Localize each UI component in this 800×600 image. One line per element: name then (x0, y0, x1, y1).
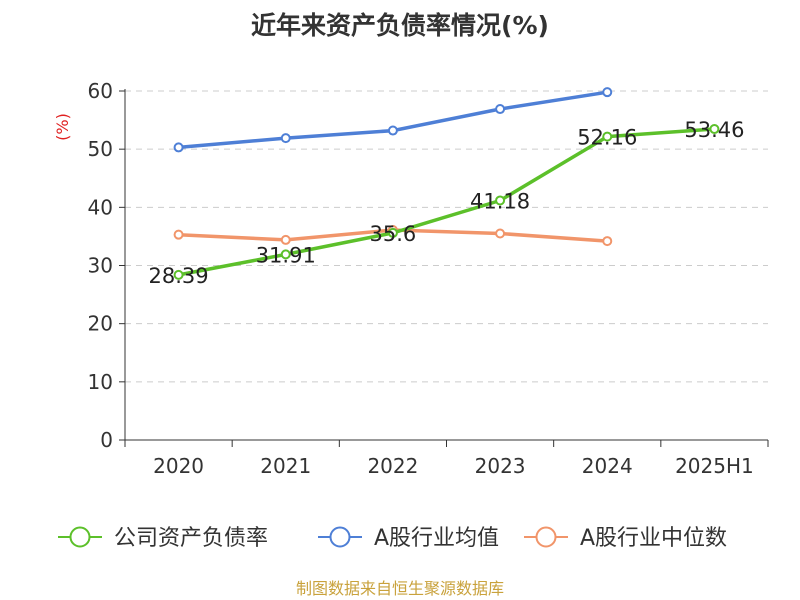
series-line-1 (176, 90, 610, 150)
series-2-point-2023[interactable] (495, 228, 506, 239)
data-label-2025H1: 53.46 (684, 118, 744, 142)
series-group (173, 87, 720, 280)
chart-title: 近年来资产负债率情况(%) (251, 11, 549, 40)
x-tick-label-2023: 2023 (475, 454, 526, 478)
legend-item-1[interactable]: A股行业均值 (318, 526, 499, 551)
legend-marker-2 (535, 526, 557, 548)
legend-item-0[interactable]: 公司资产负债率 (58, 526, 268, 551)
x-tick-label-2022: 2022 (367, 454, 418, 478)
x-tick-label-2024: 2024 (582, 454, 633, 478)
y-tick-label-40: 40 (88, 195, 113, 219)
series-0-point-2020[interactable] (173, 269, 184, 280)
series-2-point-2024[interactable] (602, 236, 613, 247)
series-1-point-2024[interactable] (602, 87, 613, 98)
y-tick-label-30: 30 (88, 254, 113, 278)
legend-marker-1 (329, 526, 351, 548)
series-0-point-2021[interactable] (280, 249, 291, 260)
axes (119, 89, 769, 447)
series-0-point-2025H1[interactable] (709, 124, 720, 135)
data-label-2022: 35.6 (370, 222, 417, 246)
source-note: 制图数据来自恒生聚源数据库 (296, 579, 504, 598)
data-label-2024: 52.16 (577, 126, 637, 150)
series-0-point-2023[interactable] (495, 195, 506, 206)
grid-lines (125, 90, 768, 383)
y-tick-labels: 0 10 20 30 40 50 60 (88, 79, 113, 452)
series-1-point-2021[interactable] (280, 133, 291, 144)
y-axis-label: (%) (53, 113, 72, 141)
legend[interactable]: 公司资产负债率 A股行业均值 A股行业中位数 (58, 526, 727, 551)
series-1-point-2023[interactable] (495, 104, 506, 115)
y-tick-label-0: 0 (100, 428, 113, 452)
legend-marker-0 (69, 526, 91, 548)
y-tick-label-10: 10 (88, 370, 113, 394)
data-label-2023: 41.18 (470, 189, 530, 213)
series-line-0 (176, 127, 717, 277)
legend-label-1: A股行业均值 (374, 526, 499, 551)
x-tick-labels: 2020 2021 2022 2023 2024 2025H1 (153, 454, 754, 478)
series-2-point-2020[interactable] (173, 229, 184, 240)
data-label-2020: 28.39 (149, 264, 209, 288)
x-tick-label-2020: 2020 (153, 454, 204, 478)
data-label-2021: 31.91 (256, 243, 316, 267)
legend-label-0: 公司资产负债率 (114, 526, 268, 551)
y-tick-label-50: 50 (88, 137, 113, 161)
legend-item-2[interactable]: A股行业中位数 (524, 526, 727, 551)
data-labels: 28.39 31.91 35.6 41.18 52.16 53.46 (149, 118, 745, 288)
x-tick-label-2021: 2021 (260, 454, 311, 478)
x-tick-label-2025H1: 2025H1 (675, 454, 754, 478)
series-1-point-2020[interactable] (173, 142, 184, 153)
series-0-point-2022[interactable] (387, 227, 398, 238)
series-1-point-2022[interactable] (387, 125, 398, 136)
y-tick-label-20: 20 (88, 312, 113, 336)
y-tick-label-60: 60 (88, 79, 113, 103)
series-0-point-2024[interactable] (602, 131, 613, 142)
legend-label-2: A股行业中位数 (580, 526, 727, 551)
series-2-point-2021[interactable] (280, 234, 291, 245)
